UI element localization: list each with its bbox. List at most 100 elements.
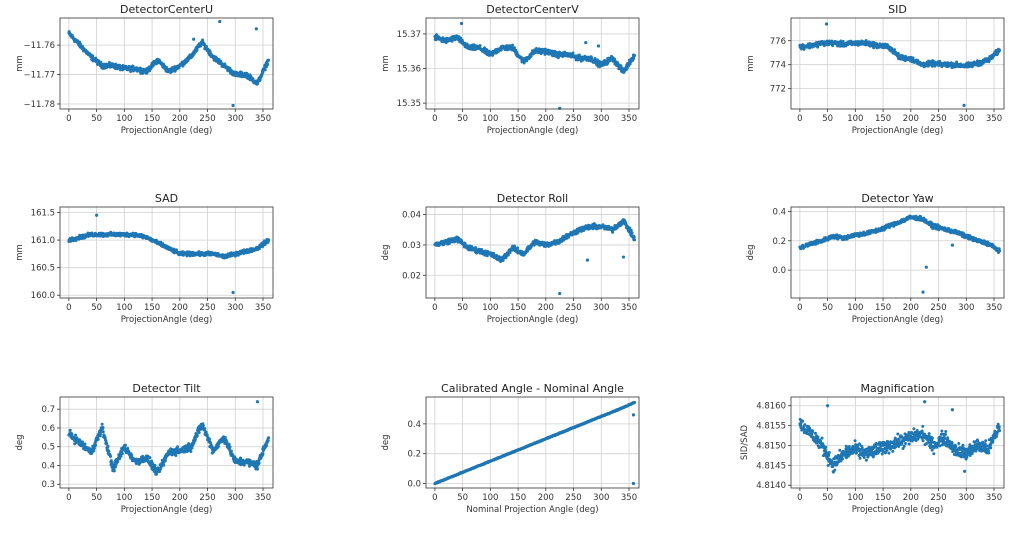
- chart-title: DetectorCenterV: [486, 3, 579, 16]
- x-tick-label: 50: [822, 303, 833, 313]
- data-points: [798, 214, 1002, 294]
- data-point: [619, 64, 623, 68]
- chart-title: SAD: [155, 192, 178, 205]
- y-tick-label: 161.0: [31, 236, 55, 246]
- data-point: [263, 68, 267, 72]
- data-point: [590, 56, 594, 60]
- y-axis-label: mm: [746, 55, 756, 72]
- data-point: [465, 42, 469, 46]
- outlier-point: [584, 40, 588, 45]
- x-tick-label: 150: [510, 303, 526, 313]
- data-point: [78, 40, 82, 44]
- data-point: [94, 443, 97, 447]
- data-point: [145, 71, 149, 75]
- data-point: [630, 231, 634, 235]
- data-point: [831, 44, 835, 48]
- y-tick-label: 0.5: [41, 443, 55, 453]
- y-axis-label: deg: [381, 244, 391, 260]
- x-tick-label: 350: [255, 303, 271, 313]
- data-point: [155, 472, 159, 476]
- y-tick-label: 0.4: [772, 207, 786, 217]
- x-axis-label: ProjectionAngle (deg): [852, 315, 944, 325]
- x-axis-label: ProjectionAngle (deg): [121, 126, 213, 136]
- data-point: [998, 249, 1002, 253]
- data-point: [534, 47, 538, 51]
- y-tick-label: −11.76: [24, 41, 55, 51]
- x-tick-label: 300: [227, 493, 243, 503]
- x-axis-label: ProjectionAngle (deg): [852, 126, 944, 136]
- y-tick-label: 160.0: [31, 291, 55, 301]
- data-point: [98, 432, 102, 436]
- x-tick-label: 250: [199, 303, 215, 313]
- x-tick-label: 0: [66, 493, 71, 503]
- x-tick-label: 250: [199, 114, 215, 124]
- data-point: [91, 54, 95, 58]
- x-tick-label: 300: [227, 114, 243, 124]
- outlier-point: [192, 37, 196, 41]
- chart-title: SID: [888, 3, 907, 16]
- y-axis-label: deg: [15, 434, 25, 450]
- data-point: [625, 67, 629, 71]
- data-point: [195, 48, 199, 52]
- data-point: [516, 246, 520, 250]
- y-tick-label: 0.3: [41, 480, 55, 490]
- data-point: [131, 65, 135, 69]
- axes-frame: [790, 17, 1005, 110]
- x-tick-label: 150: [144, 303, 160, 313]
- x-tick-label: 200: [172, 114, 188, 124]
- x-tick-label: 100: [482, 303, 498, 313]
- y-tick-label: 0.6: [41, 424, 55, 434]
- x-tick-label: 100: [116, 303, 132, 313]
- data-point: [261, 70, 265, 74]
- data-point: [571, 51, 575, 55]
- x-tick-label: 200: [903, 114, 919, 124]
- chart-title: DetectorCenterU: [120, 3, 213, 16]
- data-point: [512, 244, 516, 248]
- x-tick-label: 200: [538, 114, 554, 124]
- outlier-point: [585, 258, 590, 262]
- outlier-point: [459, 21, 464, 26]
- data-points: [67, 400, 271, 476]
- y-tick-label: 0.2: [772, 237, 786, 247]
- data-point: [174, 248, 178, 252]
- y-tick-label: 0.0: [772, 266, 786, 276]
- data-points: [67, 213, 271, 295]
- x-axis-label: ProjectionAngle (deg): [121, 505, 213, 515]
- y-tick-label: 15.36: [397, 65, 421, 75]
- x-tick-label: 350: [621, 303, 637, 313]
- data-point: [199, 43, 203, 47]
- x-tick-label: 250: [199, 493, 215, 503]
- x-tick-label: 350: [255, 493, 271, 503]
- chart-title: Detector Tilt: [132, 382, 201, 395]
- data-point: [802, 47, 806, 51]
- y-tick-label: 160.5: [31, 264, 55, 274]
- data-point: [153, 463, 157, 467]
- y-axis-label: deg: [746, 244, 756, 260]
- data-point: [120, 452, 124, 456]
- data-points: [433, 21, 637, 110]
- data-point: [998, 48, 1002, 52]
- x-tick-label: 100: [847, 303, 863, 313]
- data-point: [267, 238, 271, 242]
- x-tick-label: 200: [172, 493, 188, 503]
- y-axis-label: mm: [381, 55, 391, 72]
- outlier-point: [218, 19, 222, 24]
- y-tick-label: 0.04: [402, 211, 421, 221]
- data-point: [258, 78, 262, 82]
- data-point: [204, 44, 208, 48]
- x-tick-label: 100: [116, 114, 132, 124]
- data-points: [433, 218, 637, 296]
- data-point: [108, 455, 112, 459]
- x-tick-label: 150: [144, 493, 160, 503]
- y-tick-label: 161.5: [31, 209, 55, 219]
- data-point: [633, 238, 637, 242]
- x-tick-label: 100: [847, 114, 863, 124]
- x-tick-label: 100: [482, 114, 498, 124]
- data-point: [162, 463, 166, 467]
- x-tick-label: 300: [958, 303, 974, 313]
